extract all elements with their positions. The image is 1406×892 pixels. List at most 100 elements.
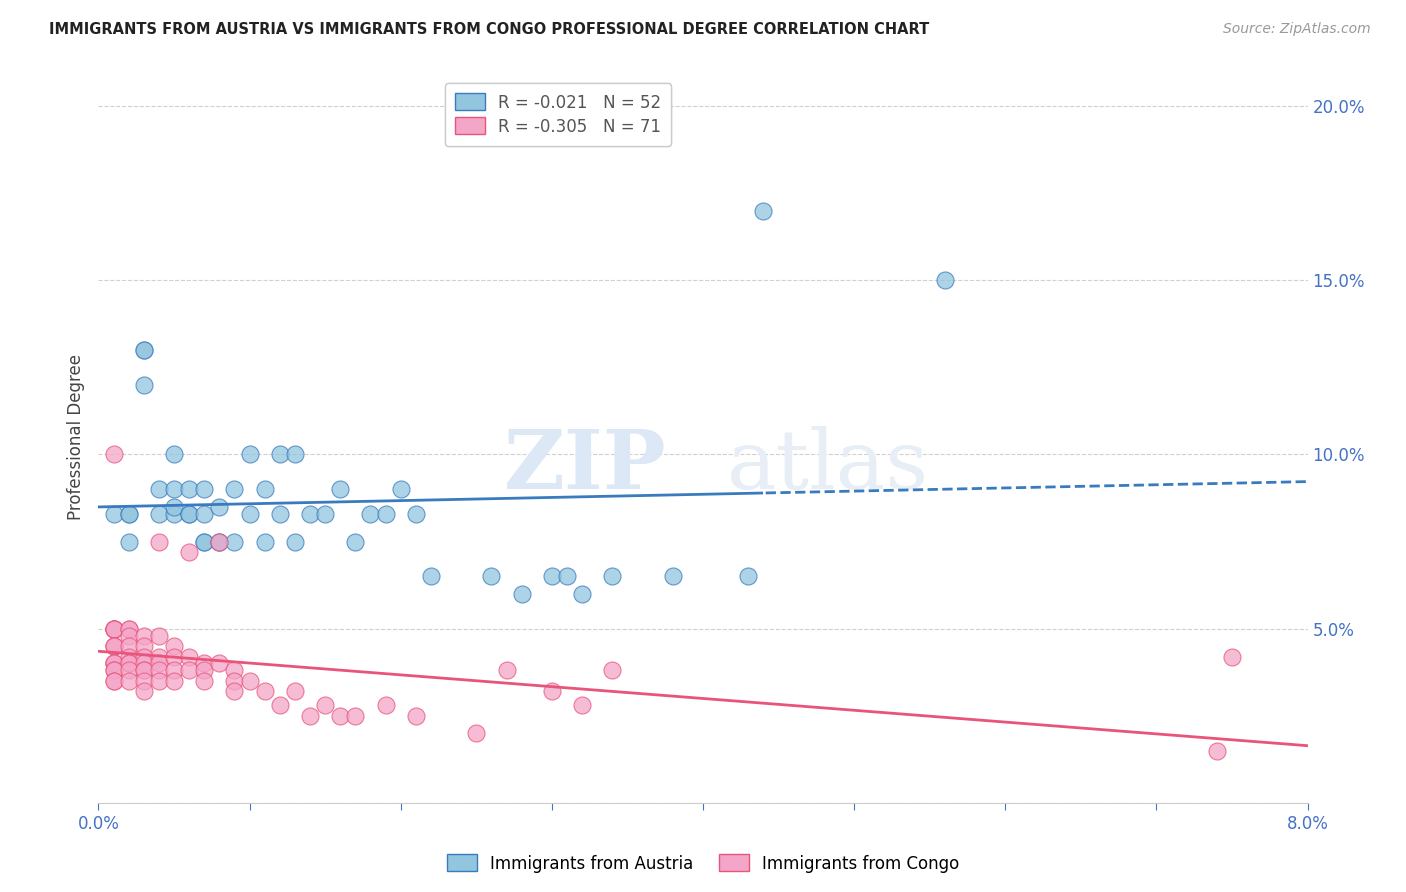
Point (103, 673, 125, 688)
Point (299, 708, 322, 723)
Point (118, 629, 141, 643)
Point (163, 649, 186, 664)
Point (103, 622, 125, 636)
Point (148, 657, 170, 671)
Point (1220, 649, 1243, 664)
Point (360, 507, 382, 521)
Text: Source: ZipAtlas.com: Source: ZipAtlas.com (1223, 22, 1371, 37)
Point (661, 569, 683, 583)
Point (602, 569, 624, 583)
Point (132, 343, 155, 357)
Point (389, 483, 412, 497)
Point (208, 534, 231, 549)
Point (374, 698, 396, 713)
Point (163, 483, 186, 497)
Point (208, 657, 231, 671)
Point (405, 708, 427, 723)
Point (148, 664, 170, 678)
Point (193, 507, 215, 521)
Point (118, 664, 141, 678)
Point (284, 534, 307, 549)
Text: atlas: atlas (727, 426, 929, 507)
Point (103, 657, 125, 671)
Point (148, 507, 170, 521)
Point (239, 507, 262, 521)
Point (148, 534, 170, 549)
Point (374, 507, 396, 521)
Point (103, 622, 125, 636)
Point (118, 639, 141, 653)
Point (344, 708, 367, 723)
Point (118, 657, 141, 671)
Point (405, 507, 427, 521)
Point (163, 639, 186, 653)
Point (103, 448, 125, 462)
Point (208, 534, 231, 549)
Point (193, 657, 215, 671)
Point (118, 657, 141, 671)
Point (269, 507, 291, 521)
Point (118, 534, 141, 549)
Point (118, 507, 141, 521)
Point (103, 657, 125, 671)
Point (329, 708, 352, 723)
Point (495, 664, 517, 678)
Point (132, 657, 155, 671)
Text: IMMIGRANTS FROM AUSTRIA VS IMMIGRANTS FROM CONGO PROFESSIONAL DEGREE CORRELATION: IMMIGRANTS FROM AUSTRIA VS IMMIGRANTS FR… (49, 22, 929, 37)
Point (132, 343, 155, 357)
Point (118, 673, 141, 688)
Point (224, 684, 246, 698)
Point (103, 622, 125, 636)
Point (540, 569, 562, 583)
Point (1206, 743, 1229, 757)
Point (179, 507, 201, 521)
Point (148, 483, 170, 497)
Point (465, 726, 488, 740)
Point (179, 649, 201, 664)
Point (284, 684, 307, 698)
Point (540, 684, 562, 698)
Point (118, 507, 141, 521)
Point (103, 622, 125, 636)
Point (193, 534, 215, 549)
Point (103, 622, 125, 636)
Point (132, 639, 155, 653)
Point (269, 448, 291, 462)
Point (314, 507, 336, 521)
Point (148, 673, 170, 688)
Point (179, 664, 201, 678)
Point (193, 673, 215, 688)
Text: ZIP: ZIP (505, 426, 666, 507)
Point (253, 534, 276, 549)
Point (602, 664, 624, 678)
Point (208, 534, 231, 549)
Point (253, 684, 276, 698)
Point (481, 569, 503, 583)
Point (132, 649, 155, 664)
Point (132, 684, 155, 698)
Point (103, 673, 125, 688)
Point (148, 629, 170, 643)
Point (269, 698, 291, 713)
Point (103, 639, 125, 653)
Point (193, 664, 215, 678)
Point (148, 649, 170, 664)
Point (193, 534, 215, 549)
Point (103, 664, 125, 678)
Point (239, 448, 262, 462)
Point (118, 622, 141, 636)
Point (737, 569, 759, 583)
Point (193, 483, 215, 497)
Point (344, 534, 367, 549)
Point (299, 507, 322, 521)
Point (132, 629, 155, 643)
Point (284, 448, 307, 462)
Point (208, 500, 231, 514)
Point (118, 649, 141, 664)
Point (132, 673, 155, 688)
Point (163, 673, 186, 688)
Point (103, 657, 125, 671)
Point (224, 483, 246, 497)
Point (314, 698, 336, 713)
Point (103, 639, 125, 653)
